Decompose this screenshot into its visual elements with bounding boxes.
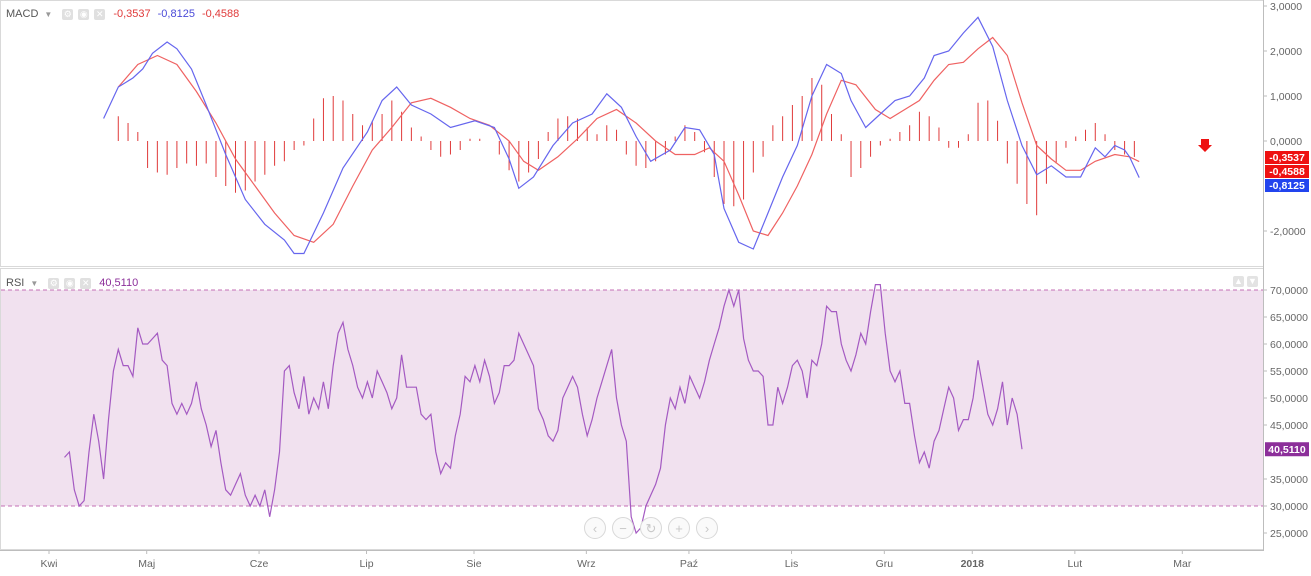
chevron-down-icon[interactable]: ▼ <box>44 9 53 19</box>
reset-icon[interactable]: ↻ <box>640 517 662 539</box>
rsi-price-axis: 70,0000 65,0000 60,0000 55,0000 50,0000 45,00… <box>1263 285 1308 540</box>
macd-value-badge <box>1265 165 1309 178</box>
rsi-value-badge <box>1265 442 1309 457</box>
macd-lines <box>103 16 1140 255</box>
time-axis-label: Lis <box>785 558 798 570</box>
rsi-value-badge-label: 40,5110 <box>1268 444 1306 456</box>
macd-signal-line <box>117 36 1140 243</box>
rsi-axis-tick-label: 25,0000 <box>1270 528 1308 540</box>
time-axis-label: Lip <box>360 558 374 570</box>
settings-icon[interactable]: ⚙ <box>48 277 60 289</box>
close-icon[interactable]: ✕ <box>94 8 106 20</box>
macd-value-badge-label: -0,4588 <box>1269 166 1305 178</box>
rsi-legend: RSI ▼ ⚙ ◉ ✕ 40,5110 <box>6 277 138 289</box>
pane-down-icon[interactable]: ▼ <box>1247 276 1258 287</box>
macd-axis-tick-label: 0,0000 <box>1270 136 1302 148</box>
rsi-axis-tick-label: 30,0000 <box>1270 501 1308 513</box>
hide-icon[interactable]: ◉ <box>64 277 76 289</box>
rsi-axis-tick-label: 70,0000 <box>1270 285 1308 297</box>
macd-line <box>103 16 1140 255</box>
rsi-band <box>1 289 1263 507</box>
chevron-left-icon[interactable]: ‹ <box>584 517 606 539</box>
macd-value-badge-label: -0,3537 <box>1269 152 1305 164</box>
time-axis: Kwi Maj Cze Lip Sie Wrz Paź Lis Gru 2018 Lut Mar <box>41 550 1192 570</box>
time-axis-label: Sie <box>466 558 481 570</box>
value-badges: -0,3537 -0,4588 -0,8125 40,5110 <box>1265 151 1309 457</box>
time-axis-label: Wrz <box>577 558 595 570</box>
macd-axis-tick-label: 3,0000 <box>1270 1 1302 13</box>
macd-legend-histogram-value: -0,3537 <box>113 8 151 20</box>
rsi-axis-tick-label: 60,0000 <box>1270 339 1308 351</box>
zoom-out-icon[interactable]: − <box>612 517 634 539</box>
rsi-line <box>64 284 1023 535</box>
chart-navigation: ‹ − ↻ + › <box>584 517 718 539</box>
hide-icon[interactable]: ◉ <box>78 8 90 20</box>
time-axis-label: Paź <box>680 558 698 570</box>
time-axis-label: Gru <box>876 558 894 570</box>
macd-panel <box>0 0 1264 267</box>
rsi-axis-tick-label: 65,0000 <box>1270 312 1308 324</box>
time-axis-label: Maj <box>138 558 155 570</box>
macd-legend: MACD ▼ ⚙ ◉ ✕ -0,3537 -0,8125 -0,4588 <box>6 8 239 20</box>
time-axis-label: Mar <box>1173 558 1192 570</box>
macd-axis-tick-label: 2,0000 <box>1270 46 1302 58</box>
macd-legend-macd-value: -0,8125 <box>157 8 195 20</box>
rsi-axis-tick-label: 55,0000 <box>1270 366 1308 378</box>
pane-controls: ▲ ▼ <box>1233 276 1258 287</box>
chevron-down-icon[interactable]: ▼ <box>30 278 39 288</box>
time-axis-label: 2018 <box>961 558 985 570</box>
rsi-legend-name: RSI <box>6 277 25 289</box>
macd-axis-tick-label: -2,0000 <box>1270 226 1306 238</box>
time-axis-label: Lut <box>1068 558 1083 570</box>
macd-value-badge-label: -0,8125 <box>1269 180 1305 192</box>
time-axis-label: Kwi <box>41 558 58 570</box>
down-arrow-icon <box>1198 139 1212 152</box>
zoom-in-icon[interactable]: + <box>668 517 690 539</box>
macd-legend-signal-value: -0,4588 <box>201 8 240 20</box>
macd-price-axis: 3,0000 2,0000 1,0000 0,0000 -2,0000 <box>1263 1 1306 238</box>
close-icon[interactable]: ✕ <box>80 277 92 289</box>
rsi-band-fill <box>1 290 1263 506</box>
macd-value-badge <box>1265 151 1309 164</box>
rsi-legend-value: 40,5110 <box>99 277 139 289</box>
macd-value-badge <box>1265 179 1309 192</box>
rsi-axis-tick-label: 50,0000 <box>1270 393 1308 405</box>
macd-histogram <box>117 78 1135 216</box>
macd-axis-tick-label: 1,0000 <box>1270 91 1302 103</box>
time-axis-label: Cze <box>250 558 269 570</box>
chevron-right-icon[interactable]: › <box>696 517 718 539</box>
pane-up-icon[interactable]: ▲ <box>1233 276 1244 287</box>
rsi-axis-tick-label: 45,0000 <box>1270 420 1308 432</box>
settings-icon[interactable]: ⚙ <box>62 8 74 20</box>
rsi-axis-tick-label: 35,0000 <box>1270 474 1308 486</box>
rsi-lines <box>64 284 1023 535</box>
macd-legend-name: MACD <box>6 8 39 20</box>
